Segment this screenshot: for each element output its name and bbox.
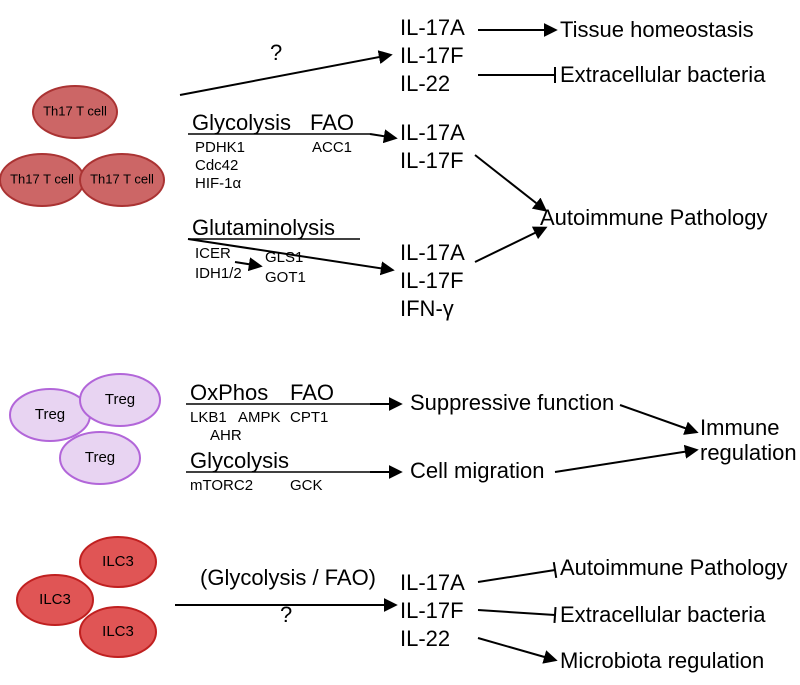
treg-oxphos: OxPhos [190, 380, 268, 405]
th17-top-cyto-1: IL-17F [400, 43, 464, 68]
th17-bot-cyto-0: IL-17A [400, 240, 465, 265]
th17-top-cyto-2: IL-22 [400, 71, 450, 96]
cell-label: ILC3 [102, 623, 134, 640]
th17-glut-gene-0: ICER [195, 245, 231, 262]
treg-imm1: Immune [700, 415, 779, 440]
th17-glut-gene-2: IDH1/2 [195, 265, 242, 282]
arrow [478, 638, 555, 660]
th17-tissue: Tissue homeostasis [560, 17, 754, 42]
inhibit-bar [554, 562, 556, 578]
ilc3-auto: Autoimmune Pathology [560, 555, 787, 580]
treg-gly: Glycolysis [190, 448, 289, 473]
th17-glut-gene-1: GLS1 [265, 249, 303, 266]
th17-auto: Autoimmune Pathology [540, 205, 767, 230]
th17-fao-gene-0: ACC1 [312, 139, 352, 156]
th17-bot-cyto-2: IFN-γ [400, 296, 454, 321]
treg-ox-gene-0: LKB1 [190, 409, 227, 426]
treg-supp: Suppressive function [410, 390, 614, 415]
th17-bot-cyto-1: IL-17F [400, 268, 464, 293]
ilc3-q: ? [280, 602, 292, 627]
arrow [180, 55, 390, 95]
treg-gly-gene-1: GCK [290, 477, 323, 494]
arrow [475, 228, 545, 262]
inhibit-bar [554, 607, 555, 623]
ilc3-pathway: (Glycolysis / FAO) [200, 565, 376, 590]
ilc3-cyto-1: IL-17F [400, 598, 464, 623]
ilc3-bac: Extracellular bacteria [560, 602, 766, 627]
treg-ox-gene-1: AMPK [238, 409, 281, 426]
treg-ox-gene-3: AHR [210, 427, 242, 444]
th17-gly: Glycolysis [192, 110, 291, 135]
arrow [475, 155, 545, 210]
treg-ox-gene-2: CPT1 [290, 409, 328, 426]
th17-bac: Extracellular bacteria [560, 62, 766, 87]
th17-glut-gene-3: GOT1 [265, 269, 306, 286]
th17-fao: FAO [310, 110, 354, 135]
ilc3-cyto-2: IL-22 [400, 626, 450, 651]
treg-imm2: regulation [700, 440, 797, 465]
treg-fao: FAO [290, 380, 334, 405]
cell-label: Treg [105, 391, 135, 408]
th17-mid-cyto-0: IL-17A [400, 120, 465, 145]
ilc3-micro: Microbiota regulation [560, 648, 764, 673]
treg-gly-gene-0: mTORC2 [190, 477, 253, 494]
inhibit-line [478, 610, 555, 615]
cell-label: Th17 T cell [90, 171, 154, 186]
cell-label: Th17 T cell [10, 171, 74, 186]
th17-unknown: ? [270, 40, 282, 65]
th17-gly-gene-0: PDHK1 [195, 139, 245, 156]
arrow [370, 134, 395, 138]
cell-label: ILC3 [102, 553, 134, 570]
ilc3-cyto-0: IL-17A [400, 570, 465, 595]
inhibit-line [478, 570, 555, 582]
treg-mig: Cell migration [410, 458, 545, 483]
arrow [555, 450, 696, 472]
cell-label: Th17 T cell [43, 103, 107, 118]
cell-label: Treg [35, 406, 65, 423]
th17-gly-gene-2: HIF-1α [195, 175, 242, 192]
th17-mid-cyto-1: IL-17F [400, 148, 464, 173]
cell-label: Treg [85, 449, 115, 466]
th17-glut: Glutaminolysis [192, 215, 335, 240]
cell-label: ILC3 [39, 591, 71, 608]
arrow [620, 405, 696, 432]
th17-gly-gene-1: Cdc42 [195, 157, 238, 174]
th17-top-cyto-0: IL-17A [400, 15, 465, 40]
